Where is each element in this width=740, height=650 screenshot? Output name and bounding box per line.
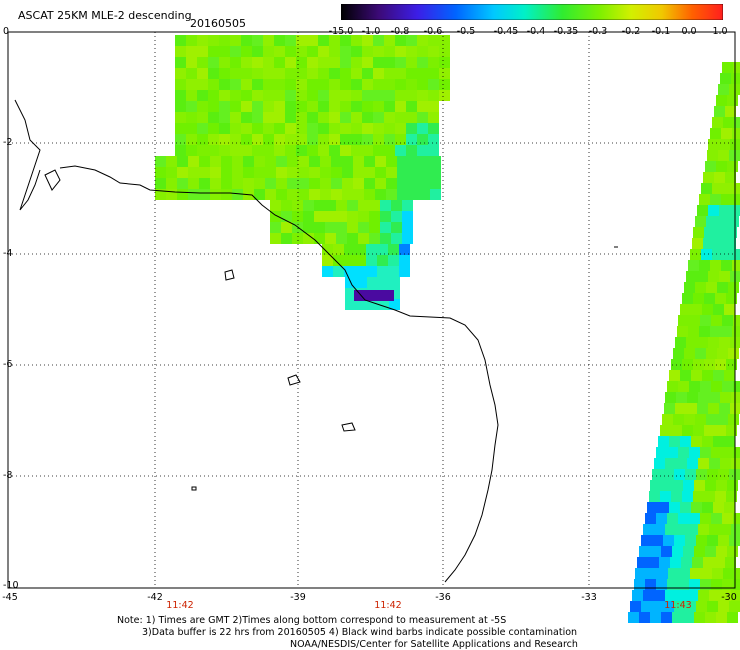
colorbar <box>341 4 723 20</box>
lat-label-0: 0 <box>3 26 10 37</box>
lon-label-33: -33 <box>581 592 597 603</box>
lat-label-10: -10 <box>3 580 19 591</box>
lat-label-2: -2 <box>3 137 13 148</box>
lat-lon-grid <box>8 32 735 588</box>
map-frame <box>7 31 736 589</box>
colorbar-label: 0.0 <box>681 26 697 37</box>
colorbar-label: -0.5 <box>456 26 476 37</box>
time-label-2: 11:42 <box>374 600 402 611</box>
colorbar-label: -0.4 <box>526 26 546 37</box>
lat-label-6: -6 <box>3 359 13 370</box>
lon-label-39: -39 <box>290 592 306 603</box>
time-label-1: 11:42 <box>166 600 194 611</box>
lat-label-4: -4 <box>3 248 13 259</box>
colorbar-label: -0.1 <box>651 26 671 37</box>
colorbar-label: -15.0 <box>328 26 354 37</box>
map-date: 20160505 <box>190 17 246 30</box>
colorbar-label: 1.0 <box>712 26 728 37</box>
lon-label-42: -42 <box>147 592 163 603</box>
time-label-3: 11:43 <box>664 600 692 611</box>
colorbar-label: -0.45 <box>493 26 519 37</box>
colorbar-label: -0.8 <box>390 26 410 37</box>
colorbar-label: -1.0 <box>361 26 381 37</box>
lon-label-45: -45 <box>2 592 18 603</box>
lon-label-30: -30 <box>721 592 737 603</box>
note-line-3: NOAA/NESDIS/Center for Satellite Applica… <box>290 639 578 650</box>
note-line-1: Note: 1) Times are GMT 2)Times along bot… <box>117 615 507 626</box>
map-title: ASCAT 25KM MLE-2 descending <box>18 9 192 22</box>
lat-label-8: -8 <box>3 470 13 481</box>
colorbar-label: -0.3 <box>588 26 608 37</box>
colorbar-label: -0.6 <box>423 26 443 37</box>
note-line-2: 3)Data buffer is 22 hrs from 20160505 4)… <box>142 627 578 638</box>
colorbar-label: -0.2 <box>621 26 641 37</box>
colorbar-label: -0.35 <box>553 26 579 37</box>
lon-label-36: -36 <box>435 592 451 603</box>
scatterometer-swaths <box>155 35 740 623</box>
coastline <box>14 99 618 583</box>
